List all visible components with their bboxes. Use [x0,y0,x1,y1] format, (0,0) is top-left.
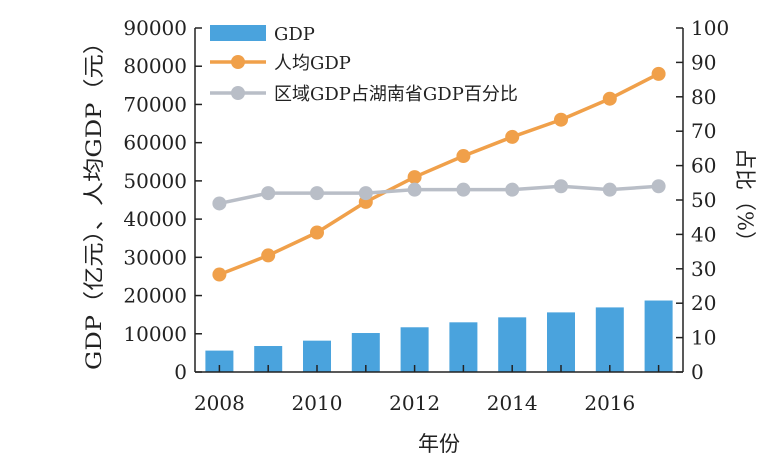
y-right-tick-label: 20 [691,291,716,315]
regional-share-point-2011 [358,186,373,201]
gdp-bar-2015 [547,312,575,372]
y-right-tick-label: 30 [691,257,716,281]
gdp-bar-2012 [400,327,429,372]
gdp-bar-2014 [498,317,527,372]
y-left-tick-label: 20000 [123,284,187,308]
y-left-tick-label: 70000 [123,92,187,116]
y-right-tick-label: 50 [691,188,716,212]
y-right-tick-label: 60 [691,154,716,178]
y-left-tick-label: 60000 [123,131,187,155]
regional-share-point-2014 [505,182,520,197]
y-axis-left-title: GDP（亿元）、人均GDP（元） [82,30,106,370]
y-left-tick-label: 40000 [123,207,187,231]
y-left-tick-label: 10000 [123,322,187,346]
regional-share-point-2016 [602,182,617,197]
legend-label-regional-share: 区域GDP占湖南省GDP百分比 [274,84,518,105]
per-capita-gdp-point-2012 [407,170,422,185]
regional-share-point-2008 [212,196,227,211]
per-capita-gdp-point-2014 [505,129,520,144]
per-capita-gdp-point-2013 [456,149,471,164]
legend-marker-regional-share [231,86,245,100]
y-right-tick-label: 70 [691,119,716,143]
legend-label-gdp: GDP [274,24,315,45]
per-capita-gdp-point-2010 [310,225,324,240]
y-axis-right-title: 占比（%） [733,148,757,252]
y-left-tick-label: 90000 [123,16,187,40]
x-tick-label: 2008 [194,391,245,415]
per-capita-gdp-point-2017 [651,66,666,81]
regional-share-point-2015 [554,179,568,194]
per-capita-gdp-point-2016 [602,91,617,106]
regional-share-point-2013 [456,182,471,197]
y-right-tick-label: 40 [691,222,716,246]
per-capita-gdp-line [218,72,660,277]
x-tick-label: 2014 [487,391,538,415]
y-right-tick-label: 90 [691,50,716,74]
y-left-tick-label: 50000 [123,169,187,193]
y-right-tick-label: 100 [691,16,729,40]
gdp-bar-2016 [595,307,624,372]
axes: 0 10000 20000 30000 40000 50000 60000 70000 8000… [123,16,729,415]
y-right-tick-label: 0 [691,360,704,384]
y-right-tick-label: 80 [691,85,716,109]
regional-share-line [219,184,659,206]
gdp-bars [205,300,673,372]
per-capita-gdp-point-2015 [554,112,568,127]
gdp-bar-2017 [644,300,673,372]
regional-share-point-2012 [407,182,422,197]
regional-share-point-2010 [310,186,324,201]
legend-swatch-gdp [210,25,266,41]
legend: GDP 人均GDP 区域GDP占湖南省GDP百分比 [210,24,518,105]
gdp-bar-2013 [449,322,478,372]
legend-label-per-capita-gdp: 人均GDP [274,53,351,74]
y-left-tick-label: 80000 [123,54,187,78]
per-capita-gdp-point-2008 [212,267,227,282]
x-tick-label: 2016 [584,391,635,415]
y-left-tick-label: 30000 [123,245,187,269]
x-tick-label: 2010 [292,391,343,415]
regional-share-point-2009 [261,186,276,201]
x-tick-label: 2012 [389,391,440,415]
per-capita-gdp-point-2009 [261,248,276,263]
legend-marker-per-capita-gdp [231,55,245,69]
y-right-tick-label: 10 [691,326,716,350]
y-left-tick-label: 0 [174,360,187,384]
line-series [212,66,666,282]
gdp-bar-2008 [205,350,234,372]
x-axis-title: 年份 [418,432,460,456]
regional-share-point-2017 [651,179,666,194]
